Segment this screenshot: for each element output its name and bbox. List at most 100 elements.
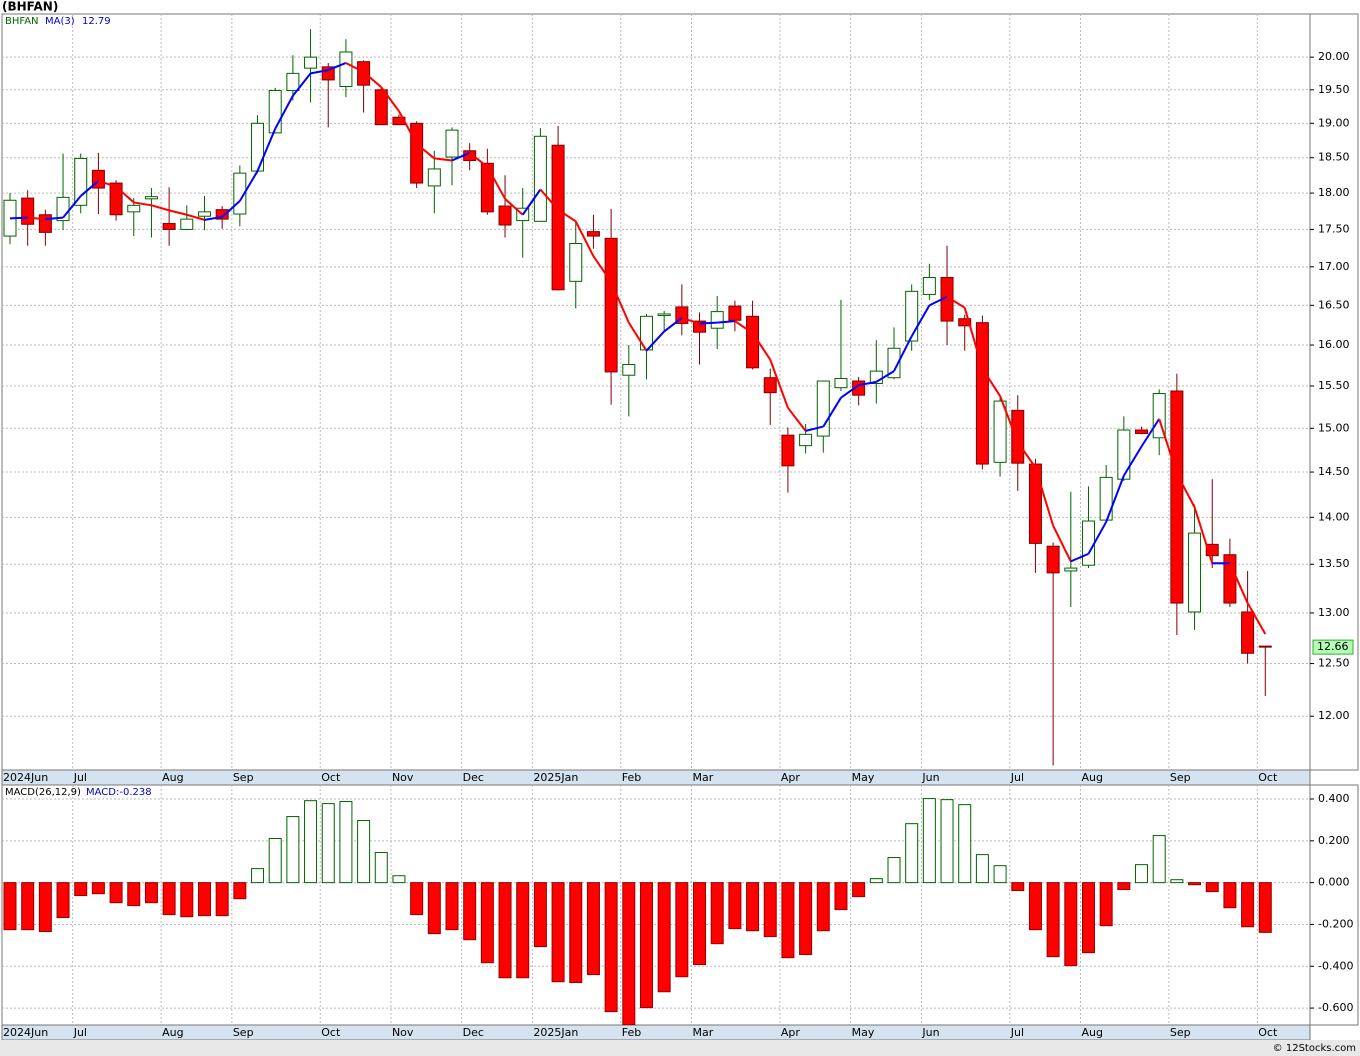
ma-line <box>557 208 577 223</box>
ma-line <box>893 335 913 372</box>
macd-bar <box>3 882 17 931</box>
macd-bar <box>834 882 848 911</box>
y-tick-label: 17.50 <box>1318 222 1350 235</box>
x-tick-label: Aug <box>162 1026 183 1039</box>
macd-bar <box>1205 882 1219 893</box>
ma-line <box>398 110 418 145</box>
macd-bar <box>887 857 901 884</box>
macd-bar <box>1046 882 1060 958</box>
ma-line <box>875 370 895 383</box>
macd-bar <box>180 882 194 918</box>
candle-body <box>427 168 441 187</box>
candle-body <box>498 205 512 226</box>
macd-bar <box>286 816 300 884</box>
candle-body <box>746 315 760 369</box>
ma-line <box>663 317 683 333</box>
x-tick-label: Feb <box>622 771 641 784</box>
candle-body <box>569 243 583 282</box>
macd-bar <box>940 799 954 884</box>
x-tick-label: Aug <box>162 771 183 784</box>
x-tick-label: Apr <box>781 771 801 784</box>
ma-line <box>681 316 700 325</box>
candle-body <box>410 122 424 184</box>
y-tick-label: 0.000 <box>1318 876 1350 889</box>
macd-bar <box>1188 882 1202 886</box>
candle-body <box>763 377 777 394</box>
x-tick-label: Aug <box>1081 771 1102 784</box>
y-tick-label: 20.00 <box>1318 50 1350 63</box>
ma-line <box>204 215 223 221</box>
ma-line <box>805 425 824 432</box>
x-tick-label: May <box>852 771 875 784</box>
candle-body <box>74 157 88 206</box>
y-tick-label: 0.400 <box>1318 792 1350 805</box>
x-tick-label: Jun <box>921 1026 939 1039</box>
ma-line <box>1175 473 1196 508</box>
macd-bar <box>639 882 653 1009</box>
macd-bar <box>215 882 229 917</box>
x-tick-label: May <box>852 1026 875 1039</box>
ma-line <box>574 220 595 257</box>
macd-bar <box>799 882 813 956</box>
ma-line <box>486 166 506 200</box>
candle-body <box>1117 429 1131 480</box>
x-tick-label: Apr <box>781 1026 801 1039</box>
y-tick-label: 18.50 <box>1318 151 1350 164</box>
candle-body <box>834 378 848 389</box>
legend-ma-value: 12.79 <box>82 16 111 27</box>
ma-line <box>115 185 135 204</box>
x-tick-label: 2024Jun <box>3 771 48 784</box>
macd-bar <box>1258 882 1272 933</box>
macd-bar <box>56 882 70 919</box>
macd-bar <box>622 882 636 1026</box>
y-tick-label: -0.400 <box>1318 959 1353 972</box>
macd-bar <box>233 882 247 900</box>
x-tick-label: Mar <box>693 771 714 784</box>
ma-line <box>504 198 524 216</box>
ma-line <box>27 216 46 221</box>
ma-line <box>1122 445 1143 477</box>
macd-bar <box>410 882 424 916</box>
ma-line <box>151 204 170 212</box>
candle-body <box>693 320 707 333</box>
macd-bar <box>321 803 335 884</box>
macd-bar <box>551 882 565 983</box>
ma-line <box>469 152 488 168</box>
ma-line <box>751 332 772 361</box>
candle-body <box>374 89 388 126</box>
ma-line <box>963 307 984 369</box>
candle-body <box>445 129 459 158</box>
y-tick-label: 13.00 <box>1318 606 1350 619</box>
ma-line <box>345 62 365 73</box>
macd-bar <box>569 882 583 984</box>
ma-line <box>627 322 648 352</box>
ma-line <box>928 295 948 307</box>
macd-bar <box>109 882 123 904</box>
ma-line <box>310 69 329 75</box>
ma-line <box>1034 467 1055 526</box>
candle-body <box>586 231 600 237</box>
ma-line <box>256 128 277 172</box>
ma-line <box>1193 506 1214 564</box>
candle-body <box>251 122 265 172</box>
x-tick-label: Oct <box>321 1026 341 1039</box>
x-tick-label: Feb <box>622 1026 641 1039</box>
macd-bar <box>1117 882 1131 891</box>
macd-title: MACD(26,12,9) <box>5 787 81 798</box>
ma-line <box>1070 552 1089 563</box>
macd-bar <box>993 865 1007 884</box>
x-tick-label: Jul <box>73 1026 87 1039</box>
candle-body <box>304 56 318 69</box>
macd-bar <box>427 882 441 935</box>
candle-body <box>1064 567 1078 572</box>
x-tick-label: Oct <box>1258 1026 1278 1039</box>
y-tick-label: 0.200 <box>1318 834 1350 847</box>
ma-line <box>1052 525 1072 562</box>
candle-body <box>710 311 724 329</box>
y-tick-label: 16.50 <box>1318 298 1350 311</box>
chart-title: (BHFAN) <box>2 0 58 14</box>
y-tick-label: 16.00 <box>1318 338 1350 351</box>
candle-body <box>905 290 919 342</box>
candle-body <box>922 276 936 295</box>
